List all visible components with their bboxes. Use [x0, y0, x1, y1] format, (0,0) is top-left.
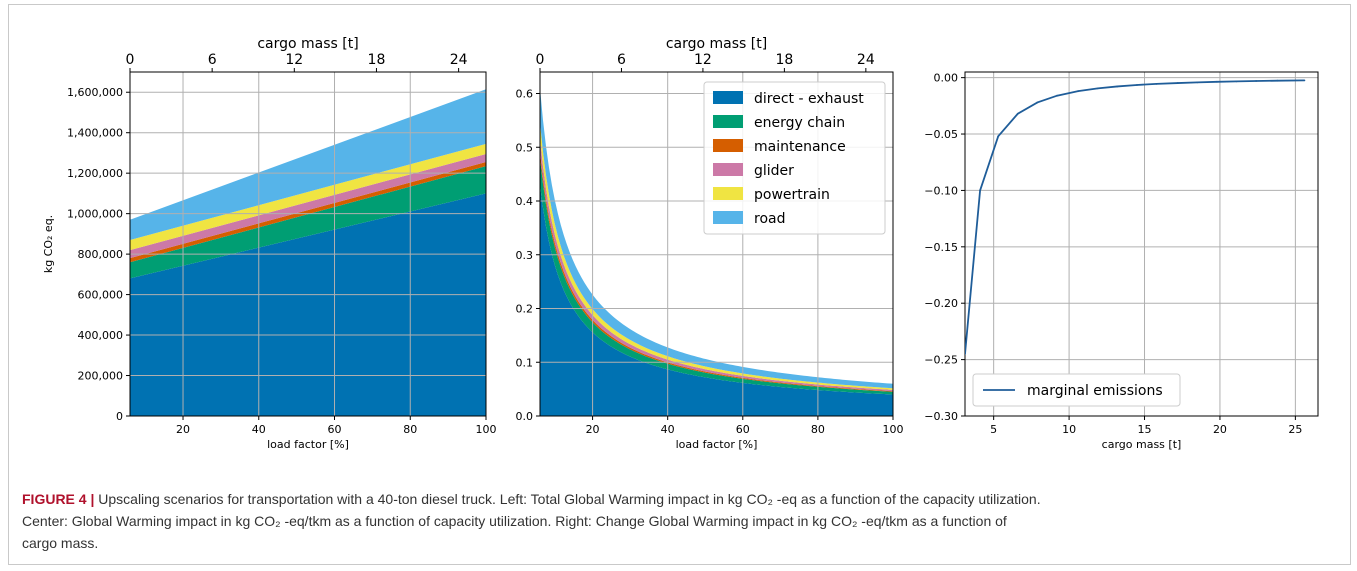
line-point — [1216, 81, 1218, 83]
x-tick-label: 10 — [1062, 423, 1076, 436]
left-panel-area-chart: 20 40 60 80 1000200,000400,000600,000800,000… — [42, 36, 497, 451]
top-x-tick-label: 12 — [694, 52, 712, 68]
line-point — [1255, 80, 1257, 82]
y-tick-label: 1,200,000 — [67, 167, 123, 180]
y-tick-label: −0.05 — [924, 128, 958, 141]
x-tick-label: 20 — [1213, 423, 1227, 436]
x-tick-label: 80 — [403, 423, 417, 436]
line-point — [1056, 95, 1058, 97]
top-x-tick-label: 18 — [775, 52, 793, 68]
line-point — [1017, 113, 1019, 115]
top-x-tick-label: 6 — [617, 52, 626, 68]
top-x-tick-label: 12 — [285, 52, 303, 68]
y-tick-label: 1,000,000 — [67, 208, 123, 221]
plot-frame — [965, 72, 1318, 416]
y-tick-label: 1,600,000 — [67, 86, 123, 99]
y-tick-label: 0.3 — [516, 249, 534, 262]
line-point — [979, 190, 981, 192]
y-tick-label: 0.5 — [516, 141, 534, 154]
x-tick-label: 25 — [1288, 423, 1302, 436]
top-x-tick-label: 0 — [536, 52, 545, 68]
right-panel-line-chart: 5 10 15 20 25 0.00 −0.05 −0.10 −0.15 −0.20 −0.25 −0… — [924, 72, 1318, 451]
line-point — [1156, 83, 1158, 85]
line-point — [1276, 80, 1278, 82]
top-x-tick-label: 0 — [126, 52, 135, 68]
x-tick-label: 60 — [328, 423, 342, 436]
top-x-tick-label: 24 — [857, 52, 875, 68]
legend-swatch-powertrain — [713, 187, 743, 200]
top-axis-label: cargo mass [t] — [257, 36, 358, 52]
line-point — [1116, 86, 1118, 88]
line-point — [1037, 102, 1039, 104]
x-axis-label: load factor [%] — [676, 438, 758, 451]
legend-swatch-maintenance — [713, 139, 743, 152]
y-tick-label: −0.10 — [924, 184, 958, 197]
y-tick-label: 0.2 — [516, 303, 534, 316]
figure-charts: 20 40 60 80 1000200,000400,000600,000800,000… — [0, 0, 1357, 480]
y-tick-label: −0.20 — [924, 297, 958, 310]
x-tick-label: 40 — [661, 423, 675, 436]
caption-line-1: Upscaling scenarios for transportation w… — [98, 491, 1040, 507]
x-tick-label: 20 — [586, 423, 600, 436]
legend-label: direct - exhaust — [754, 91, 864, 107]
x-tick-label: 20 — [176, 423, 190, 436]
top-x-tick-label: 6 — [208, 52, 217, 68]
legend-swatch-road — [713, 211, 743, 224]
line-point — [1236, 80, 1238, 82]
y-tick-label: 0 — [116, 410, 123, 423]
line-point — [997, 135, 999, 137]
line-point — [1304, 79, 1306, 81]
y-tick-label: 0.0 — [516, 410, 534, 423]
x-axis-label: cargo mass [t] — [1102, 438, 1182, 451]
legend-swatch-direct-exhaust — [713, 91, 743, 104]
x-axis-label: load factor [%] — [267, 438, 349, 451]
top-x-tick-label: 24 — [450, 52, 468, 68]
line-point — [964, 353, 966, 355]
center-panel-area-chart: 20 40 60 80 100 0.0 0.1 0.2 0.3 0.4 0.5 0.6 0 6 12 18 24… — [516, 36, 904, 451]
line-point — [1136, 84, 1138, 86]
legend-label: powertrain — [754, 187, 830, 203]
y-tick-label: −0.15 — [924, 241, 958, 254]
y-tick-label: 0.1 — [516, 356, 534, 369]
y-axis-label: kg CO₂ eq. — [42, 215, 55, 273]
y-tick-label: 0.6 — [516, 88, 534, 101]
legend-label: road — [754, 211, 785, 227]
caption-line-2: Center: Global Warming impact in kg CO₂ … — [22, 513, 1007, 529]
x-tick-label: 15 — [1138, 423, 1152, 436]
line-point — [1097, 87, 1099, 89]
y-tick-label: 200,000 — [78, 370, 124, 383]
figure-caption: FIGURE 4 | Upscaling scenarios for trans… — [22, 488, 1340, 554]
legend-label: glider — [754, 163, 794, 179]
legend-swatch-energy-chain — [713, 115, 743, 128]
x-tick-label: 100 — [476, 423, 497, 436]
x-tick-label: 60 — [736, 423, 750, 436]
top-axis-label: cargo mass [t] — [666, 36, 767, 52]
y-tick-label: 800,000 — [78, 248, 124, 261]
line-point — [1077, 90, 1079, 92]
y-tick-label: −0.25 — [924, 354, 958, 367]
line-point — [1196, 81, 1198, 83]
y-tick-label: 0.4 — [516, 195, 534, 208]
legend-label: energy chain — [754, 115, 845, 131]
legend-label: marginal emissions — [1027, 383, 1163, 399]
y-tick-label: 400,000 — [78, 329, 124, 342]
y-tick-label: 0.00 — [934, 72, 959, 85]
line-point — [1177, 82, 1179, 84]
y-tick-label: −0.30 — [924, 410, 958, 423]
y-tick-label: 1,400,000 — [67, 127, 123, 140]
caption-label: FIGURE 4 | — [22, 491, 94, 507]
marginal-emissions-line — [965, 80, 1304, 354]
top-x-tick-label: 18 — [368, 52, 386, 68]
x-tick-label: 40 — [252, 423, 266, 436]
legend-swatch-glider — [713, 163, 743, 176]
legend-label: maintenance — [754, 139, 846, 155]
x-tick-label: 5 — [990, 423, 997, 436]
x-tick-label: 80 — [811, 423, 825, 436]
caption-line-3: cargo mass. — [22, 535, 98, 551]
y-tick-label: 600,000 — [78, 289, 124, 302]
x-tick-label: 100 — [883, 423, 904, 436]
